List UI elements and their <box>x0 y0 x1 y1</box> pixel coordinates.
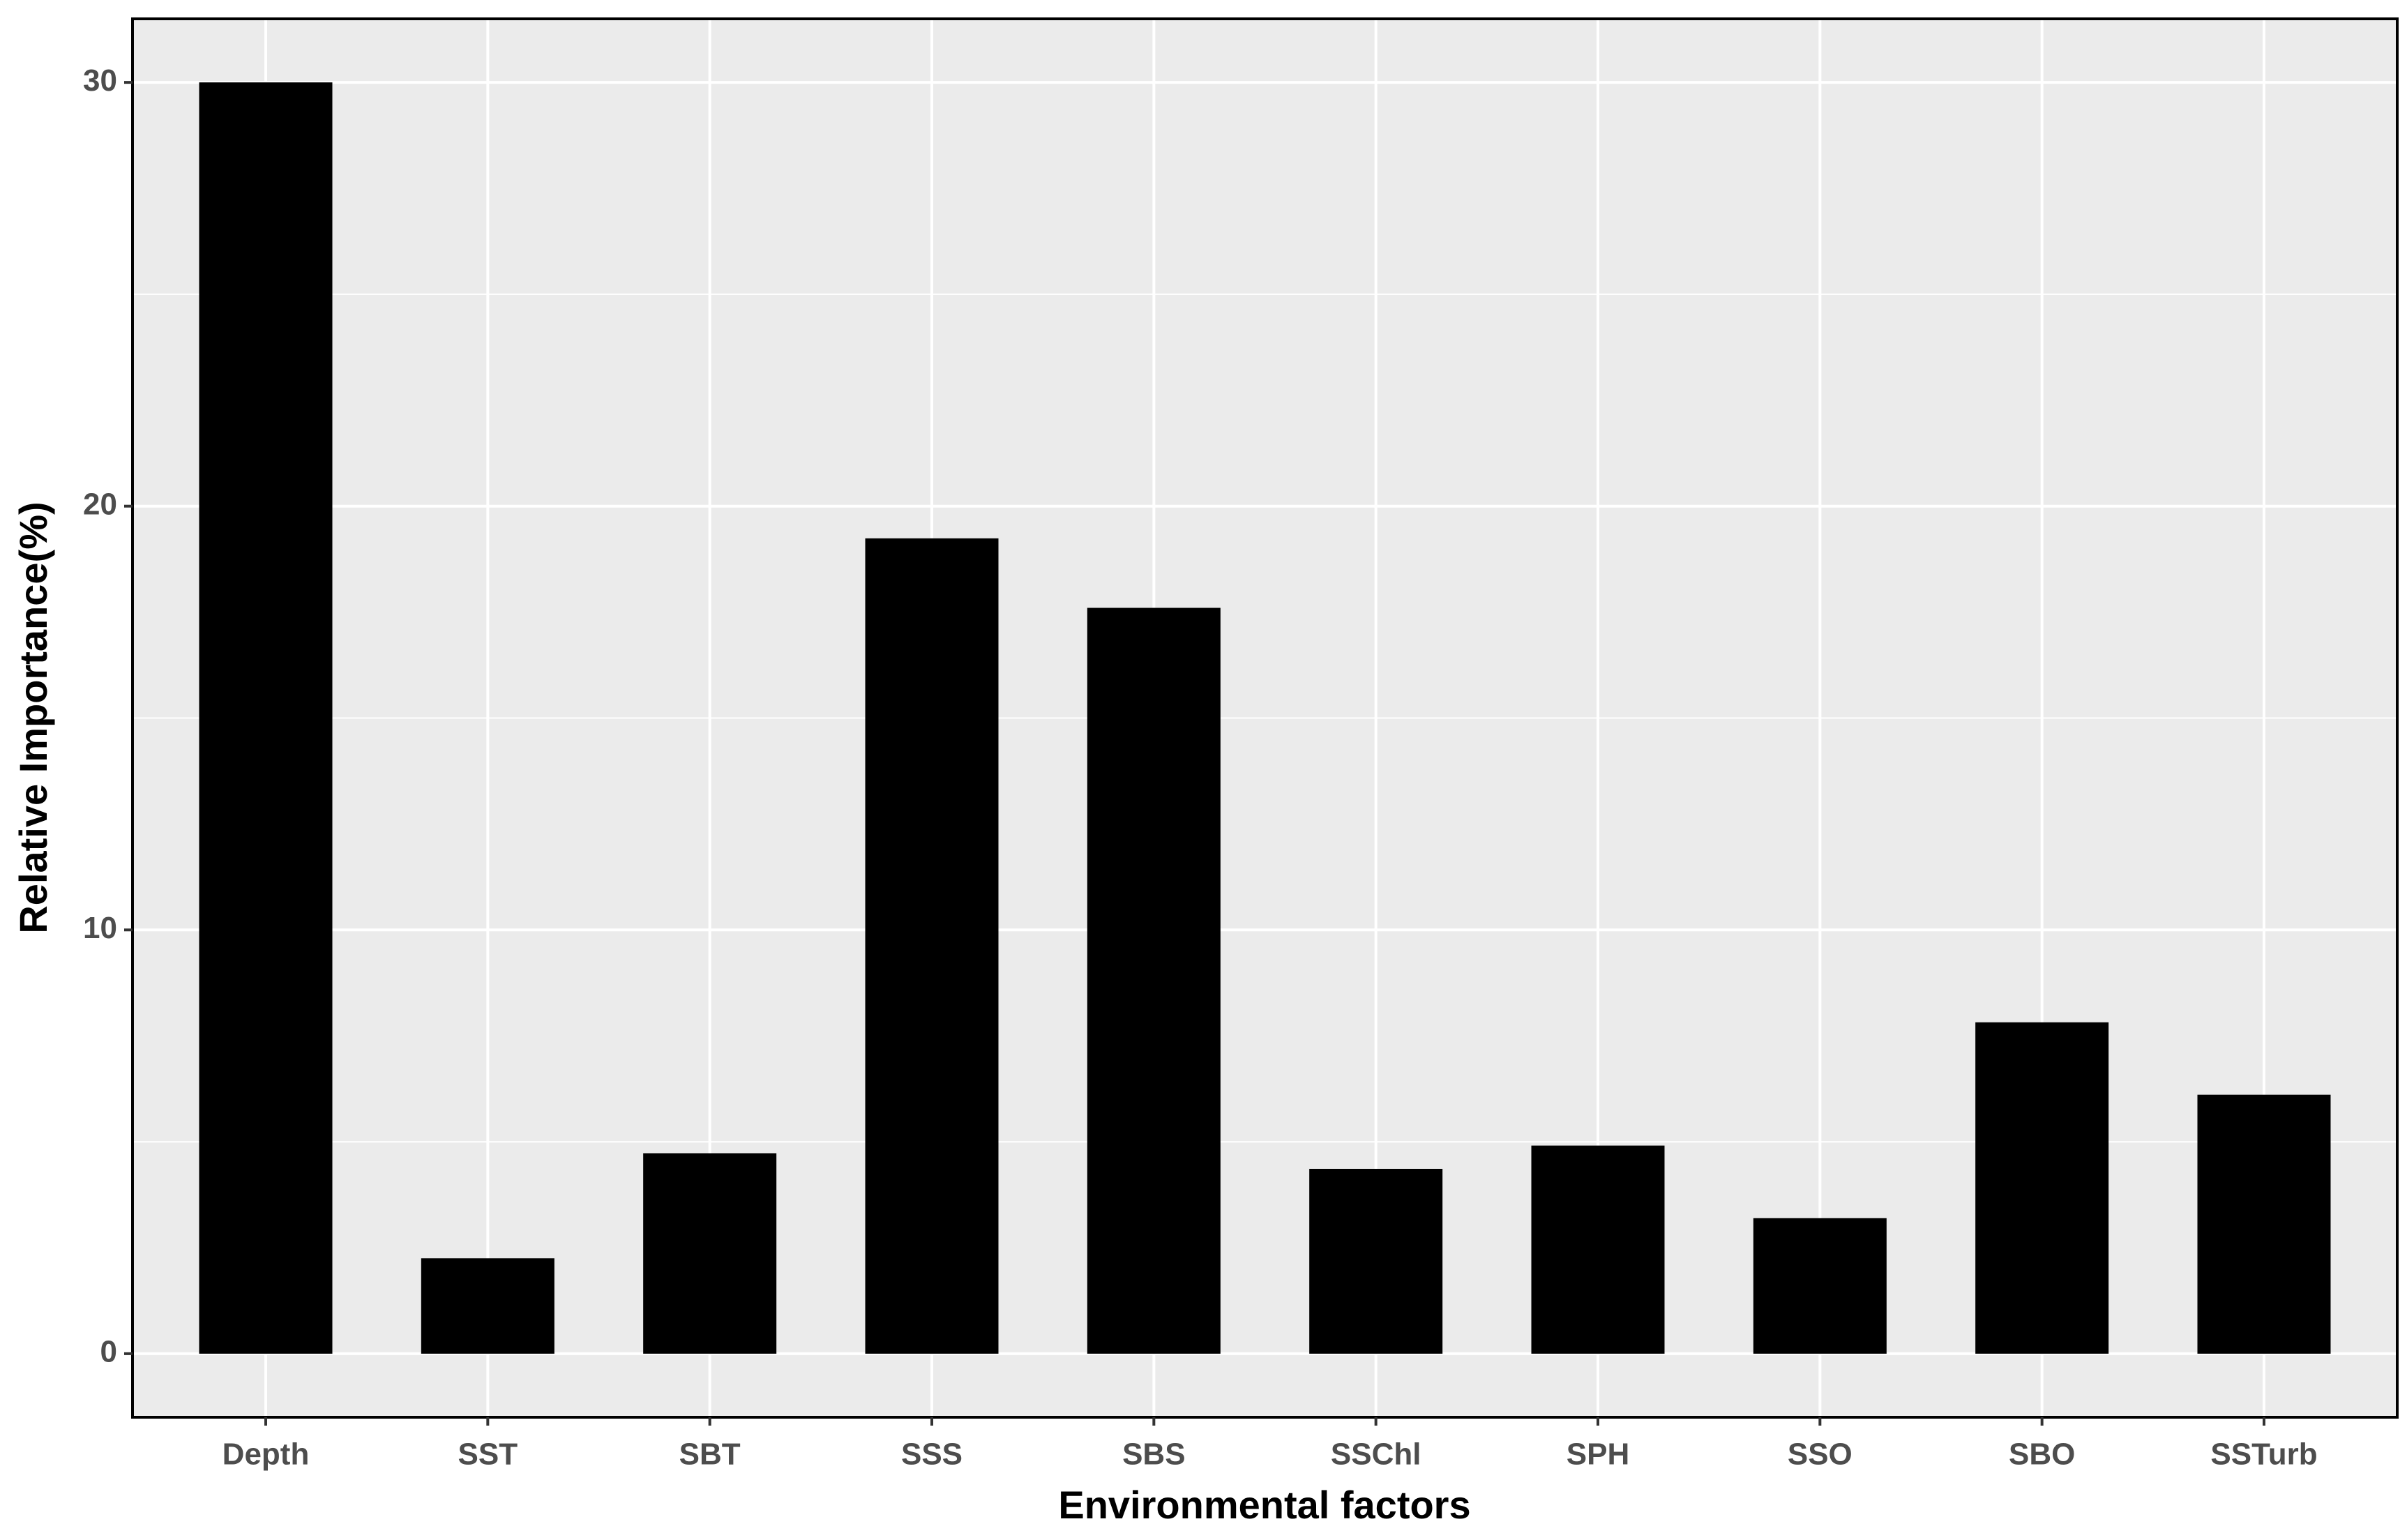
bar <box>199 82 333 1354</box>
x-tick-label: SSTurb <box>2210 1437 2317 1472</box>
bar <box>2197 1094 2331 1354</box>
bar <box>1531 1145 1665 1354</box>
bar <box>865 538 999 1354</box>
y-axis-title: Relative Importance(%) <box>11 501 55 933</box>
x-tick-label: SBT <box>679 1437 741 1472</box>
bar <box>643 1153 777 1354</box>
bar <box>1975 1022 2109 1354</box>
x-tick-label: SBO <box>2009 1437 2075 1472</box>
plot-layer <box>133 19 2397 1417</box>
bar <box>1087 607 1221 1354</box>
x-tick-label: SSS <box>901 1437 963 1472</box>
x-tick-label: SSChl <box>1331 1437 1421 1472</box>
x-tick-label: SST <box>458 1437 518 1472</box>
y-tick-label: 20 <box>83 487 117 521</box>
bar <box>1753 1218 1887 1354</box>
x-tick-label: SSO <box>1788 1437 1853 1472</box>
x-axis-title: Environmental factors <box>1058 1483 1470 1527</box>
panel-border <box>131 17 2399 1419</box>
y-tick-label: 10 <box>83 911 117 945</box>
x-tick-label: SPH <box>1567 1437 1629 1472</box>
bar <box>421 1258 554 1354</box>
x-tick-label: SBS <box>1122 1437 1185 1472</box>
y-tick-label: 30 <box>83 63 117 98</box>
y-tick-label: 0 <box>100 1334 117 1368</box>
x-tick-label: Depth <box>222 1437 310 1472</box>
bar <box>1309 1168 1443 1354</box>
